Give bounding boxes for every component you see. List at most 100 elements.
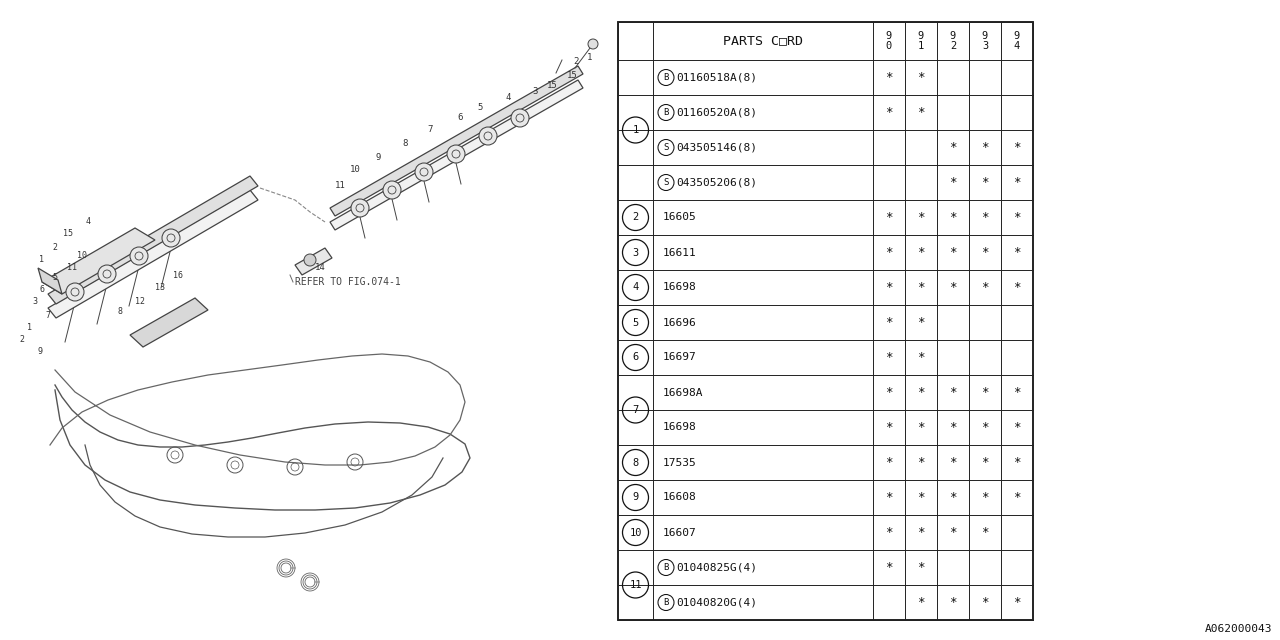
Text: 1: 1 [588, 52, 593, 61]
Text: *: * [950, 386, 956, 399]
Text: *: * [918, 246, 924, 259]
Text: *: * [1014, 491, 1020, 504]
Text: 15: 15 [547, 81, 557, 90]
Text: *: * [886, 71, 892, 84]
Text: 3: 3 [632, 248, 639, 257]
Text: 1: 1 [40, 255, 45, 264]
Text: 4: 4 [506, 93, 511, 102]
Text: *: * [886, 456, 892, 469]
Text: 5: 5 [632, 317, 639, 328]
Text: 4: 4 [632, 282, 639, 292]
Text: 8: 8 [402, 138, 408, 147]
Text: *: * [918, 456, 924, 469]
Text: 3: 3 [32, 298, 37, 307]
Text: *: * [886, 526, 892, 539]
Text: 1: 1 [632, 125, 639, 135]
Text: 8: 8 [118, 307, 123, 317]
Text: *: * [918, 106, 924, 119]
Polygon shape [294, 248, 332, 275]
Text: *: * [886, 316, 892, 329]
Circle shape [588, 39, 598, 49]
Text: *: * [950, 211, 956, 224]
Text: *: * [886, 246, 892, 259]
Text: B: B [663, 598, 668, 607]
Text: *: * [1014, 211, 1020, 224]
Bar [618, 22, 1033, 620]
Text: 16607: 16607 [663, 527, 696, 538]
Text: 01040820G(4): 01040820G(4) [676, 598, 756, 607]
Text: *: * [886, 386, 892, 399]
Text: *: * [982, 281, 988, 294]
Circle shape [479, 127, 497, 145]
Text: *: * [918, 386, 924, 399]
Text: 14: 14 [315, 264, 325, 273]
Text: *: * [1014, 246, 1020, 259]
Text: *: * [950, 281, 956, 294]
Circle shape [67, 283, 84, 301]
Polygon shape [330, 66, 582, 216]
Text: 9: 9 [375, 154, 380, 163]
Text: *: * [950, 456, 956, 469]
Text: *: * [886, 561, 892, 574]
Text: *: * [918, 71, 924, 84]
Text: 9
3: 9 3 [982, 31, 988, 51]
Text: 10: 10 [349, 166, 361, 175]
Text: *: * [1014, 281, 1020, 294]
Text: *: * [886, 211, 892, 224]
Text: 9
1: 9 1 [918, 31, 924, 51]
Text: *: * [1014, 596, 1020, 609]
Text: *: * [982, 596, 988, 609]
Polygon shape [49, 176, 259, 304]
Polygon shape [131, 298, 207, 347]
Text: 11: 11 [630, 580, 641, 590]
Text: *: * [982, 211, 988, 224]
Text: *: * [982, 526, 988, 539]
Text: *: * [982, 456, 988, 469]
Text: *: * [1014, 421, 1020, 434]
Bar [618, 22, 1033, 620]
Text: 15: 15 [567, 70, 577, 79]
Text: *: * [918, 491, 924, 504]
Text: 9
2: 9 2 [950, 31, 956, 51]
Circle shape [99, 265, 116, 283]
Text: *: * [918, 351, 924, 364]
Text: *: * [982, 386, 988, 399]
Text: *: * [918, 561, 924, 574]
Circle shape [511, 109, 529, 127]
Circle shape [415, 163, 433, 181]
Text: 7: 7 [632, 405, 639, 415]
Text: 5: 5 [477, 102, 483, 111]
Text: 13: 13 [155, 284, 165, 292]
Text: 2: 2 [632, 212, 639, 223]
Text: *: * [918, 281, 924, 294]
Text: 16608: 16608 [663, 493, 696, 502]
Text: *: * [950, 176, 956, 189]
Circle shape [351, 199, 369, 217]
Circle shape [447, 145, 465, 163]
Text: *: * [982, 176, 988, 189]
Text: 1: 1 [27, 323, 32, 333]
Text: *: * [1014, 386, 1020, 399]
Text: 8: 8 [632, 458, 639, 467]
Bar [618, 22, 1033, 60]
Text: *: * [918, 526, 924, 539]
Text: *: * [886, 106, 892, 119]
Text: 6: 6 [632, 353, 639, 362]
Text: 12: 12 [134, 298, 145, 307]
Polygon shape [49, 190, 259, 318]
Text: 01040825G(4): 01040825G(4) [676, 563, 756, 573]
Circle shape [383, 181, 401, 199]
Text: REFER TO FIG.074-1: REFER TO FIG.074-1 [294, 277, 401, 287]
Text: *: * [950, 526, 956, 539]
Polygon shape [42, 228, 155, 294]
Text: 2: 2 [52, 243, 58, 252]
Text: 11: 11 [67, 264, 77, 273]
Text: A062000043: A062000043 [1204, 624, 1272, 634]
Text: 16611: 16611 [663, 248, 696, 257]
Text: 15: 15 [63, 230, 73, 239]
Text: 2: 2 [573, 58, 579, 67]
Text: S: S [663, 178, 668, 187]
Text: 6: 6 [457, 113, 462, 122]
Text: 16696: 16696 [663, 317, 696, 328]
Text: *: * [950, 141, 956, 154]
